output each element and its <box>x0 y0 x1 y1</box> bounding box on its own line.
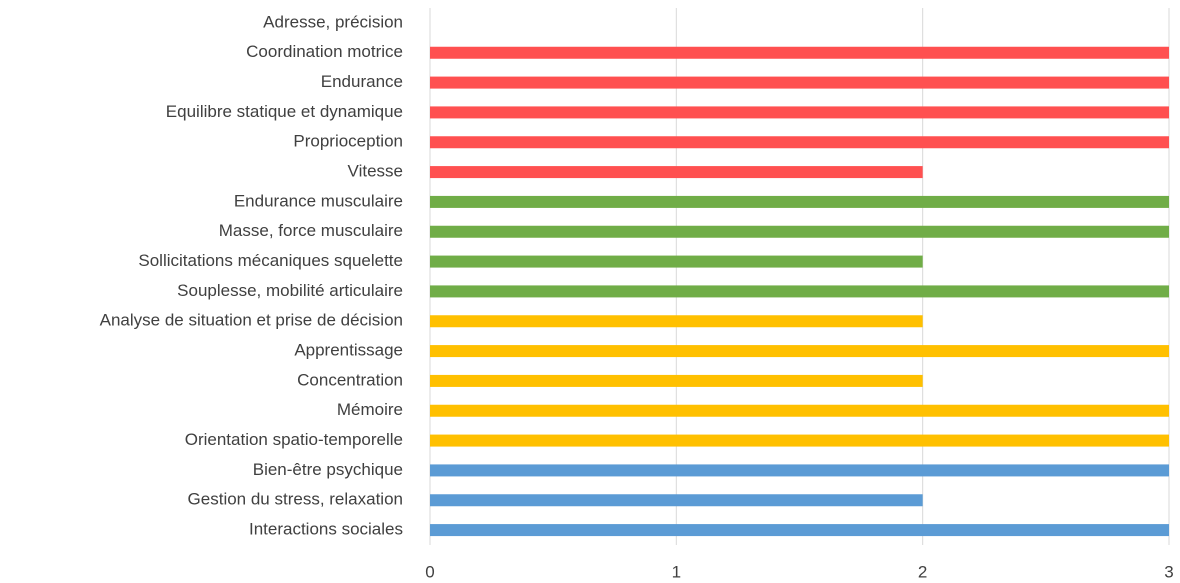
y-tick-label: Analyse de situation et prise de décisio… <box>100 311 403 330</box>
bar <box>430 46 1169 59</box>
y-tick-label: Equilibre statique et dynamique <box>166 102 403 121</box>
y-tick-label: Endurance <box>321 72 403 91</box>
x-tick-label: 0 <box>425 562 434 581</box>
bar <box>430 464 1169 477</box>
y-tick-label: Mémoire <box>337 400 403 419</box>
y-tick-label: Masse, force musculaire <box>219 221 403 240</box>
bar <box>430 76 1169 89</box>
bar <box>430 524 1169 537</box>
bar <box>430 166 923 179</box>
y-tick-label: Bien-être psychique <box>253 460 403 479</box>
x-tick-label: 1 <box>672 562 681 581</box>
x-tick-label: 2 <box>918 562 927 581</box>
bar <box>430 434 1169 447</box>
bar <box>430 404 1169 417</box>
bar <box>430 195 1169 208</box>
bar <box>430 106 1169 119</box>
y-tick-label: Endurance musculaire <box>234 191 403 210</box>
bar <box>430 255 923 268</box>
y-tick-label: Vitesse <box>348 162 403 181</box>
bar <box>430 345 1169 358</box>
y-tick-label: Apprentissage <box>294 341 403 360</box>
y-tick-label: Souplesse, mobilité articulaire <box>177 281 403 300</box>
y-tick-label: Orientation spatio-temporelle <box>185 430 403 449</box>
bar <box>430 225 1169 238</box>
y-tick-label: Coordination motrice <box>246 42 403 61</box>
y-tick-label: Adresse, précision <box>263 12 403 31</box>
bar <box>430 315 923 328</box>
bar <box>430 374 923 387</box>
y-tick-label: Interactions sociales <box>249 520 403 539</box>
bar <box>430 285 1169 298</box>
y-tick-label: Sollicitations mécaniques squelette <box>138 251 403 270</box>
y-tick-label: Concentration <box>297 370 403 389</box>
y-tick-label: Gestion du stress, relaxation <box>188 490 403 509</box>
bar <box>430 136 1169 149</box>
y-tick-label: Proprioception <box>293 132 403 151</box>
x-tick-label: 3 <box>1164 562 1173 581</box>
bar <box>430 494 923 507</box>
